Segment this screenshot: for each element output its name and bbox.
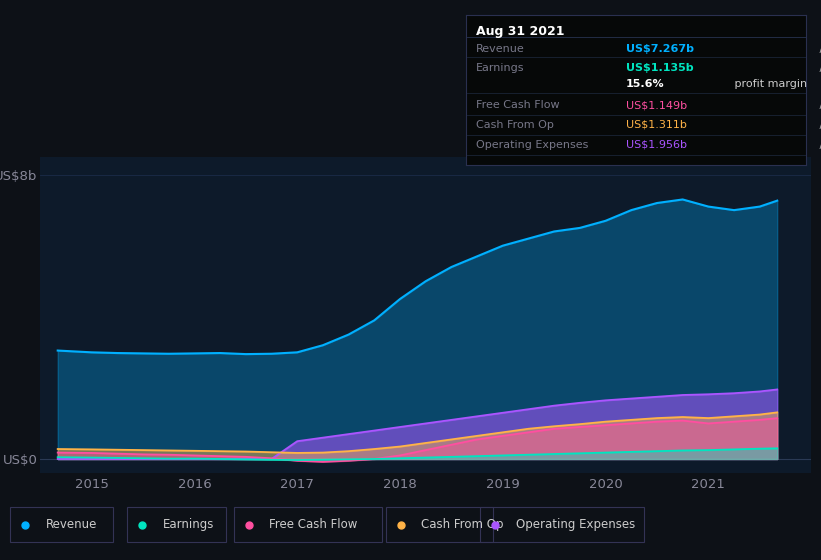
Text: Revenue: Revenue (45, 518, 97, 531)
Text: US$7.267b: US$7.267b (626, 44, 694, 54)
Text: Free Cash Flow: Free Cash Flow (476, 100, 560, 110)
Text: Aug 31 2021: Aug 31 2021 (476, 25, 565, 38)
Text: Cash From Op: Cash From Op (421, 518, 503, 531)
Text: /yr: /yr (815, 100, 821, 110)
Text: 15.6%: 15.6% (626, 80, 664, 89)
Text: Revenue: Revenue (476, 44, 525, 54)
Text: US$1.149b: US$1.149b (626, 100, 687, 110)
Text: /yr: /yr (815, 120, 821, 130)
Text: US$1.135b: US$1.135b (626, 63, 694, 73)
Text: Free Cash Flow: Free Cash Flow (269, 518, 358, 531)
Text: profit margin: profit margin (732, 80, 807, 89)
Text: /yr: /yr (815, 44, 821, 54)
Text: Earnings: Earnings (476, 63, 525, 73)
Text: Earnings: Earnings (163, 518, 214, 531)
Text: /yr: /yr (815, 63, 821, 73)
Text: US$1.311b: US$1.311b (626, 120, 686, 130)
Text: /yr: /yr (815, 140, 821, 150)
Text: Operating Expenses: Operating Expenses (516, 518, 635, 531)
Text: Cash From Op: Cash From Op (476, 120, 554, 130)
Text: US$1.956b: US$1.956b (626, 140, 687, 150)
Text: Operating Expenses: Operating Expenses (476, 140, 589, 150)
